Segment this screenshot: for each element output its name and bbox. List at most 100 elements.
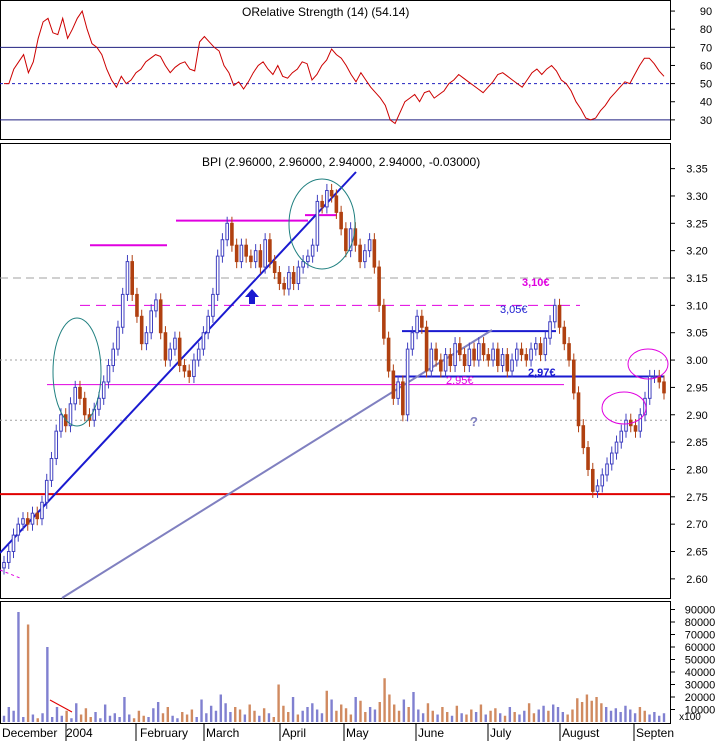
candle-body bbox=[652, 375, 657, 378]
rsi-tick-label: 40 bbox=[700, 97, 712, 109]
x-axis-label: June bbox=[418, 726, 444, 740]
candle-body bbox=[163, 332, 168, 361]
candle-body bbox=[405, 348, 410, 416]
candle-body bbox=[277, 272, 282, 284]
candle-body bbox=[562, 326, 567, 345]
volume-bar bbox=[547, 710, 550, 722]
candle-body bbox=[382, 304, 386, 339]
candle-body bbox=[548, 321, 552, 339]
candle-body bbox=[35, 512, 40, 520]
candle-body bbox=[339, 211, 343, 230]
x-axis-label: May bbox=[346, 726, 369, 740]
volume-bar bbox=[253, 710, 256, 722]
candle-body bbox=[576, 392, 581, 427]
candle-body bbox=[552, 304, 557, 323]
volume-bar bbox=[108, 715, 112, 722]
price-tick-label: 3.25 bbox=[686, 218, 707, 230]
candle-body bbox=[59, 414, 63, 432]
annotation-305: 3,05€ bbox=[500, 304, 528, 316]
annotation-297: 2,97€ bbox=[528, 367, 556, 379]
candle-body bbox=[158, 299, 163, 334]
candle-body bbox=[291, 272, 296, 284]
x-axis-label: Septen bbox=[636, 726, 674, 740]
candle-body bbox=[467, 348, 472, 367]
volume-bar bbox=[89, 717, 92, 722]
volume-tick-label: 50000 bbox=[685, 655, 716, 667]
volume-bar bbox=[590, 700, 593, 722]
price-tick-label: 2.90 bbox=[686, 410, 707, 422]
volume-bar bbox=[123, 697, 126, 722]
volume-bar bbox=[426, 703, 430, 722]
volume-bar bbox=[518, 714, 521, 722]
volume-bar bbox=[388, 694, 391, 722]
volume-bar bbox=[561, 712, 565, 722]
candle-body bbox=[515, 348, 519, 361]
volume-bar bbox=[624, 705, 627, 722]
candle-body bbox=[220, 239, 225, 257]
volume-bar bbox=[190, 709, 194, 722]
candle-body bbox=[287, 272, 291, 290]
candle-body bbox=[358, 244, 362, 263]
candle-body bbox=[263, 239, 267, 268]
candle-body bbox=[538, 343, 543, 356]
volume-bar bbox=[234, 707, 237, 722]
candle-body bbox=[505, 354, 510, 372]
annotation-295: 2.95€ bbox=[446, 375, 474, 387]
candle-body bbox=[391, 370, 396, 399]
candle-body bbox=[396, 381, 400, 399]
volume-bar bbox=[17, 612, 20, 722]
x-axis-label: March bbox=[206, 726, 239, 740]
price-tick-label: 2.60 bbox=[686, 574, 707, 586]
candle-body bbox=[624, 419, 628, 432]
candle-body bbox=[581, 425, 586, 449]
volume-bar bbox=[185, 714, 189, 722]
candle-body bbox=[401, 381, 405, 416]
volume-bar bbox=[262, 708, 266, 722]
candle-body bbox=[258, 250, 263, 268]
candle-body bbox=[97, 397, 101, 410]
axis-labels: December 2004 February March April May June Jul… bbox=[2, 724, 674, 741]
candle-body bbox=[420, 315, 424, 328]
volume-bar bbox=[2, 715, 6, 722]
candle-body bbox=[477, 343, 481, 361]
candle-body bbox=[272, 261, 277, 274]
volume-bar bbox=[349, 714, 353, 722]
volume-bar bbox=[436, 714, 439, 722]
volume-bar bbox=[142, 715, 145, 722]
volume-panel-frame bbox=[0, 601, 671, 724]
candle-body bbox=[49, 458, 54, 481]
price-title: BPI (2.96000, 2.96000, 2.94000, 2.94000,… bbox=[202, 155, 480, 169]
volume-bar bbox=[103, 704, 107, 722]
candle-body bbox=[310, 244, 315, 257]
volume-bar bbox=[397, 710, 401, 722]
price-tick-label: 2.75 bbox=[686, 492, 707, 504]
volume-bar bbox=[181, 712, 184, 722]
x-axis-label: 2004 bbox=[66, 726, 93, 740]
volume-bar bbox=[470, 709, 473, 722]
candle-body bbox=[595, 485, 600, 492]
volume-bar bbox=[243, 714, 247, 722]
volume-bar bbox=[580, 702, 584, 722]
candle-body bbox=[429, 348, 434, 372]
candle-body bbox=[367, 239, 372, 252]
candle-body bbox=[458, 343, 462, 356]
volume-bar bbox=[633, 713, 637, 722]
volume-bar bbox=[258, 715, 261, 722]
candle-body bbox=[424, 326, 429, 372]
candle-body bbox=[253, 250, 258, 263]
candle-body bbox=[173, 337, 177, 350]
price-tick-label: 3.30 bbox=[686, 191, 707, 203]
volume-bar bbox=[161, 713, 165, 722]
volume-bar bbox=[224, 703, 227, 722]
candle-body bbox=[106, 365, 111, 383]
candle-body bbox=[633, 425, 638, 432]
candle-body bbox=[500, 354, 505, 367]
annotation-310: 3,10€ bbox=[522, 277, 550, 289]
volume-tick-label: 10000 bbox=[685, 705, 716, 717]
candle-body bbox=[215, 255, 220, 295]
volume-tick-label: 20000 bbox=[685, 692, 716, 704]
volume-bar bbox=[7, 707, 11, 722]
highlight-circle-aug bbox=[601, 391, 647, 425]
volume-tick-label: 30000 bbox=[685, 680, 716, 692]
rsi-panel-frame bbox=[0, 0, 671, 140]
